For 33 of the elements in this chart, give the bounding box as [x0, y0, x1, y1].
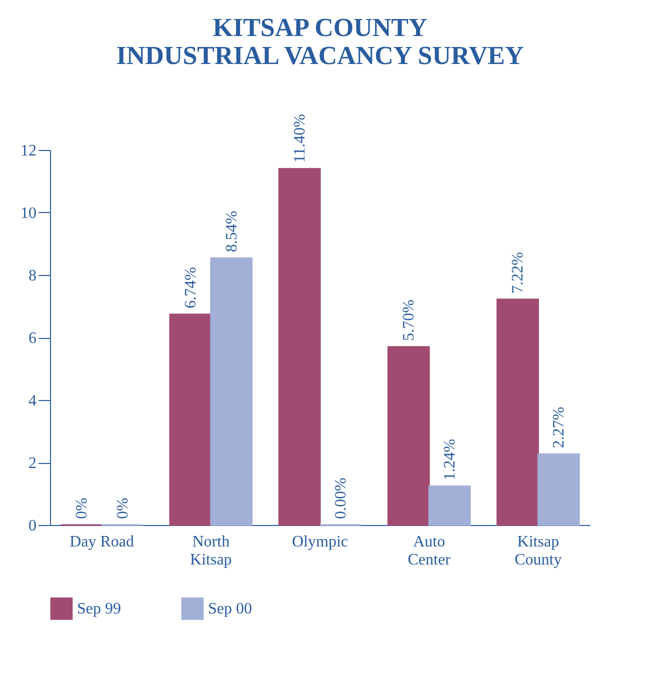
data-label: 0.00%: [332, 478, 350, 519]
x-tick-label: Auto Center: [408, 534, 452, 568]
x-tick-label: Olympic: [292, 534, 348, 550]
data-label: 2.27%: [550, 406, 568, 448]
data-label: 11.40%: [292, 114, 309, 163]
y-tick-label: 6: [28, 330, 36, 347]
bar: [169, 314, 212, 526]
bar: [278, 168, 321, 526]
data-label: 7.22%: [510, 252, 527, 294]
bar: [428, 486, 471, 526]
bar: [210, 257, 253, 526]
data-label: 8.54%: [223, 210, 240, 252]
text: INDUSTRIAL VACANCY SURVEY: [116, 41, 524, 70]
legend-label: Sep 99: [77, 600, 121, 618]
data-label: 1.24%: [442, 438, 459, 480]
y-tick-label: 2: [28, 455, 36, 472]
data-label: 5.70%: [400, 300, 418, 341]
bar: [537, 453, 580, 526]
data-label: 0%: [73, 498, 90, 519]
data-label: 0%: [114, 498, 132, 519]
x-tick-label: North Kitsap: [190, 534, 232, 568]
legend-label: Sep 00: [208, 600, 252, 618]
bar: [496, 298, 539, 526]
bar: [387, 346, 430, 526]
y-tick-label: 10: [20, 205, 36, 222]
y-tick-label: 8: [28, 268, 36, 284]
y-tick-label: 12: [20, 142, 36, 160]
y-tick-label: 0: [28, 518, 36, 534]
data-label: 6.74%: [182, 267, 200, 308]
x-tick-label: Day Road: [70, 534, 134, 550]
y-tick-label: 4: [28, 392, 36, 410]
text: KITSAP COUNTY: [212, 13, 428, 42]
x-tick-label: Kitsap County: [514, 534, 562, 568]
